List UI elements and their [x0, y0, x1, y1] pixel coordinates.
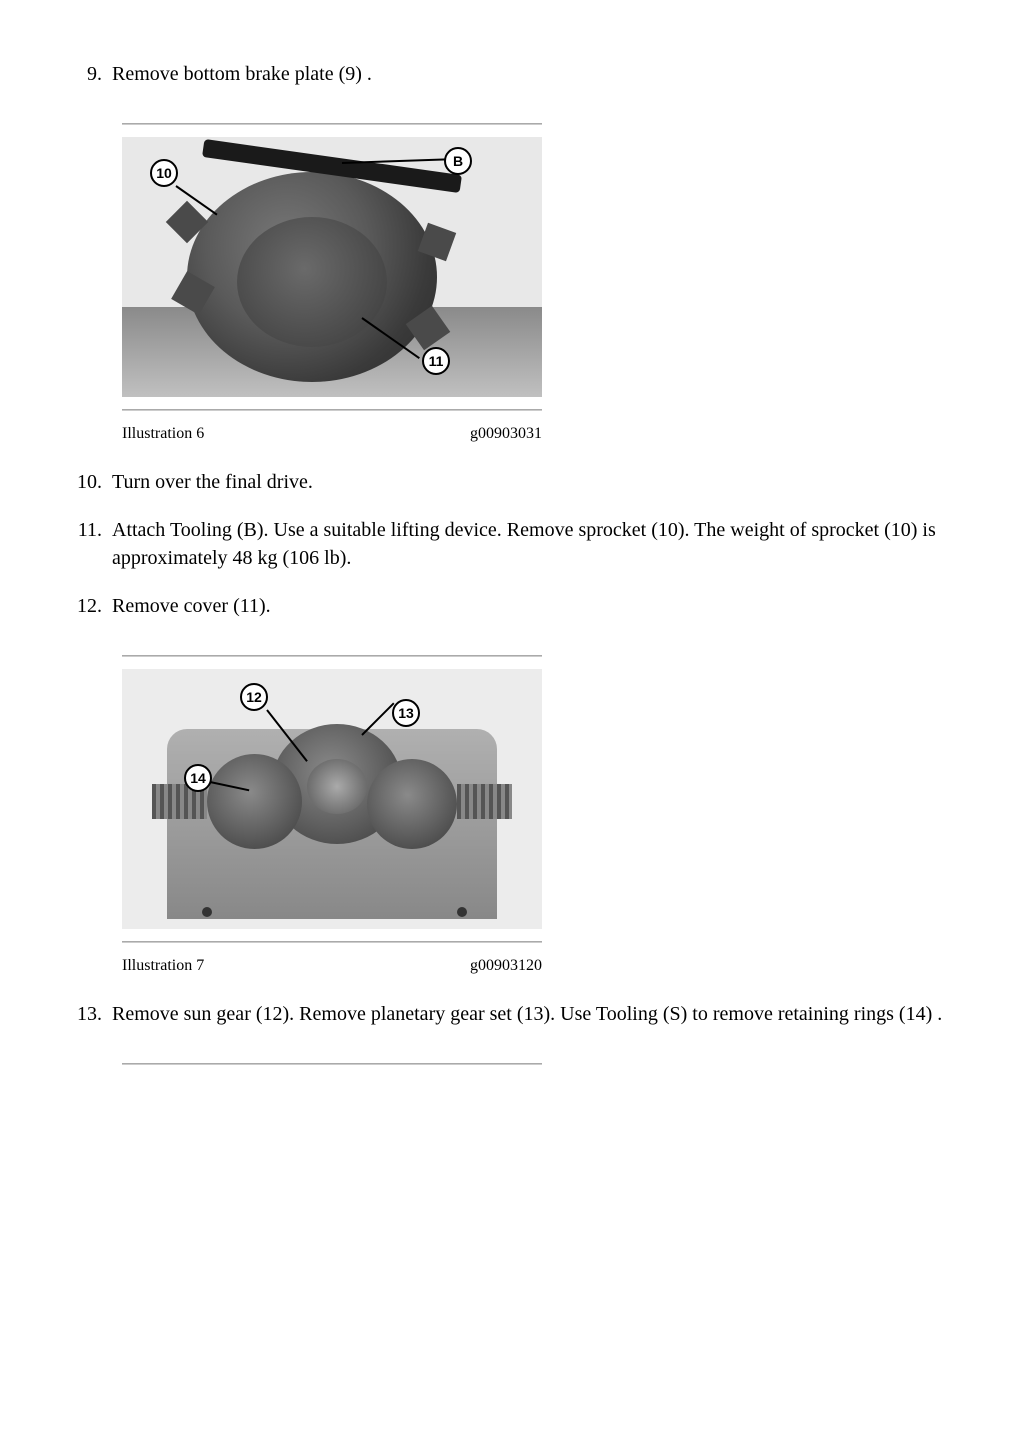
figure-divider-bottom — [122, 941, 542, 943]
mech-bolt — [202, 907, 212, 917]
step-number: 9. — [70, 60, 112, 88]
mech-gear-left — [207, 754, 302, 849]
callout-14: 14 — [184, 764, 212, 792]
figure-code: g00903120 — [470, 957, 542, 975]
step-number: 11. — [70, 516, 112, 572]
figure-7: 12 13 14 Illustration 7 g00903120 — [122, 655, 542, 975]
figure-divider-bottom — [122, 409, 542, 411]
mech-sprocket-inner — [237, 217, 387, 347]
step-9: 9. Remove bottom brake plate (9) . — [70, 60, 954, 88]
step-text: Turn over the final drive. — [112, 468, 954, 496]
callout-line — [342, 158, 447, 164]
callout-11: 11 — [422, 347, 450, 375]
callout-13: 13 — [392, 699, 420, 727]
mech-sun-gear — [307, 759, 367, 814]
step-number: 12. — [70, 592, 112, 620]
callout-B: B — [444, 147, 472, 175]
figure-divider-top — [122, 123, 542, 125]
figure-label: Illustration 6 — [122, 425, 204, 443]
figure-6: 10 B 11 Illustration 6 g00903031 — [122, 123, 542, 443]
step-text: Remove cover (11). — [112, 592, 954, 620]
step-11: 11. Attach Tooling (B). Use a suitable l… — [70, 516, 954, 572]
step-text: Remove bottom brake plate (9) . — [112, 60, 954, 88]
step-10: 10. Turn over the final drive. — [70, 468, 954, 496]
mech-bolt — [457, 907, 467, 917]
gear-ring — [457, 784, 512, 819]
callout-12: 12 — [240, 683, 268, 711]
figure-divider-top — [122, 655, 542, 657]
figure-label: Illustration 7 — [122, 957, 204, 975]
step-13: 13. Remove sun gear (12). Remove planeta… — [70, 1000, 954, 1028]
step-12: 12. Remove cover (11). — [70, 592, 954, 620]
step-text: Remove sun gear (12). Remove planetary g… — [112, 1000, 954, 1028]
step-number: 10. — [70, 468, 112, 496]
figure-code: g00903031 — [470, 425, 542, 443]
step-number: 13. — [70, 1000, 112, 1028]
figure-7-image: 12 13 14 — [122, 669, 542, 929]
figure-6-caption: Illustration 6 g00903031 — [122, 425, 542, 443]
figure-7-caption: Illustration 7 g00903120 — [122, 957, 542, 975]
step-text: Attach Tooling (B). Use a suitable lifti… — [112, 516, 954, 572]
mech-gear-right — [367, 759, 457, 849]
figure-6-image: 10 B 11 — [122, 137, 542, 397]
callout-10: 10 — [150, 159, 178, 187]
trailing-divider — [122, 1063, 542, 1065]
